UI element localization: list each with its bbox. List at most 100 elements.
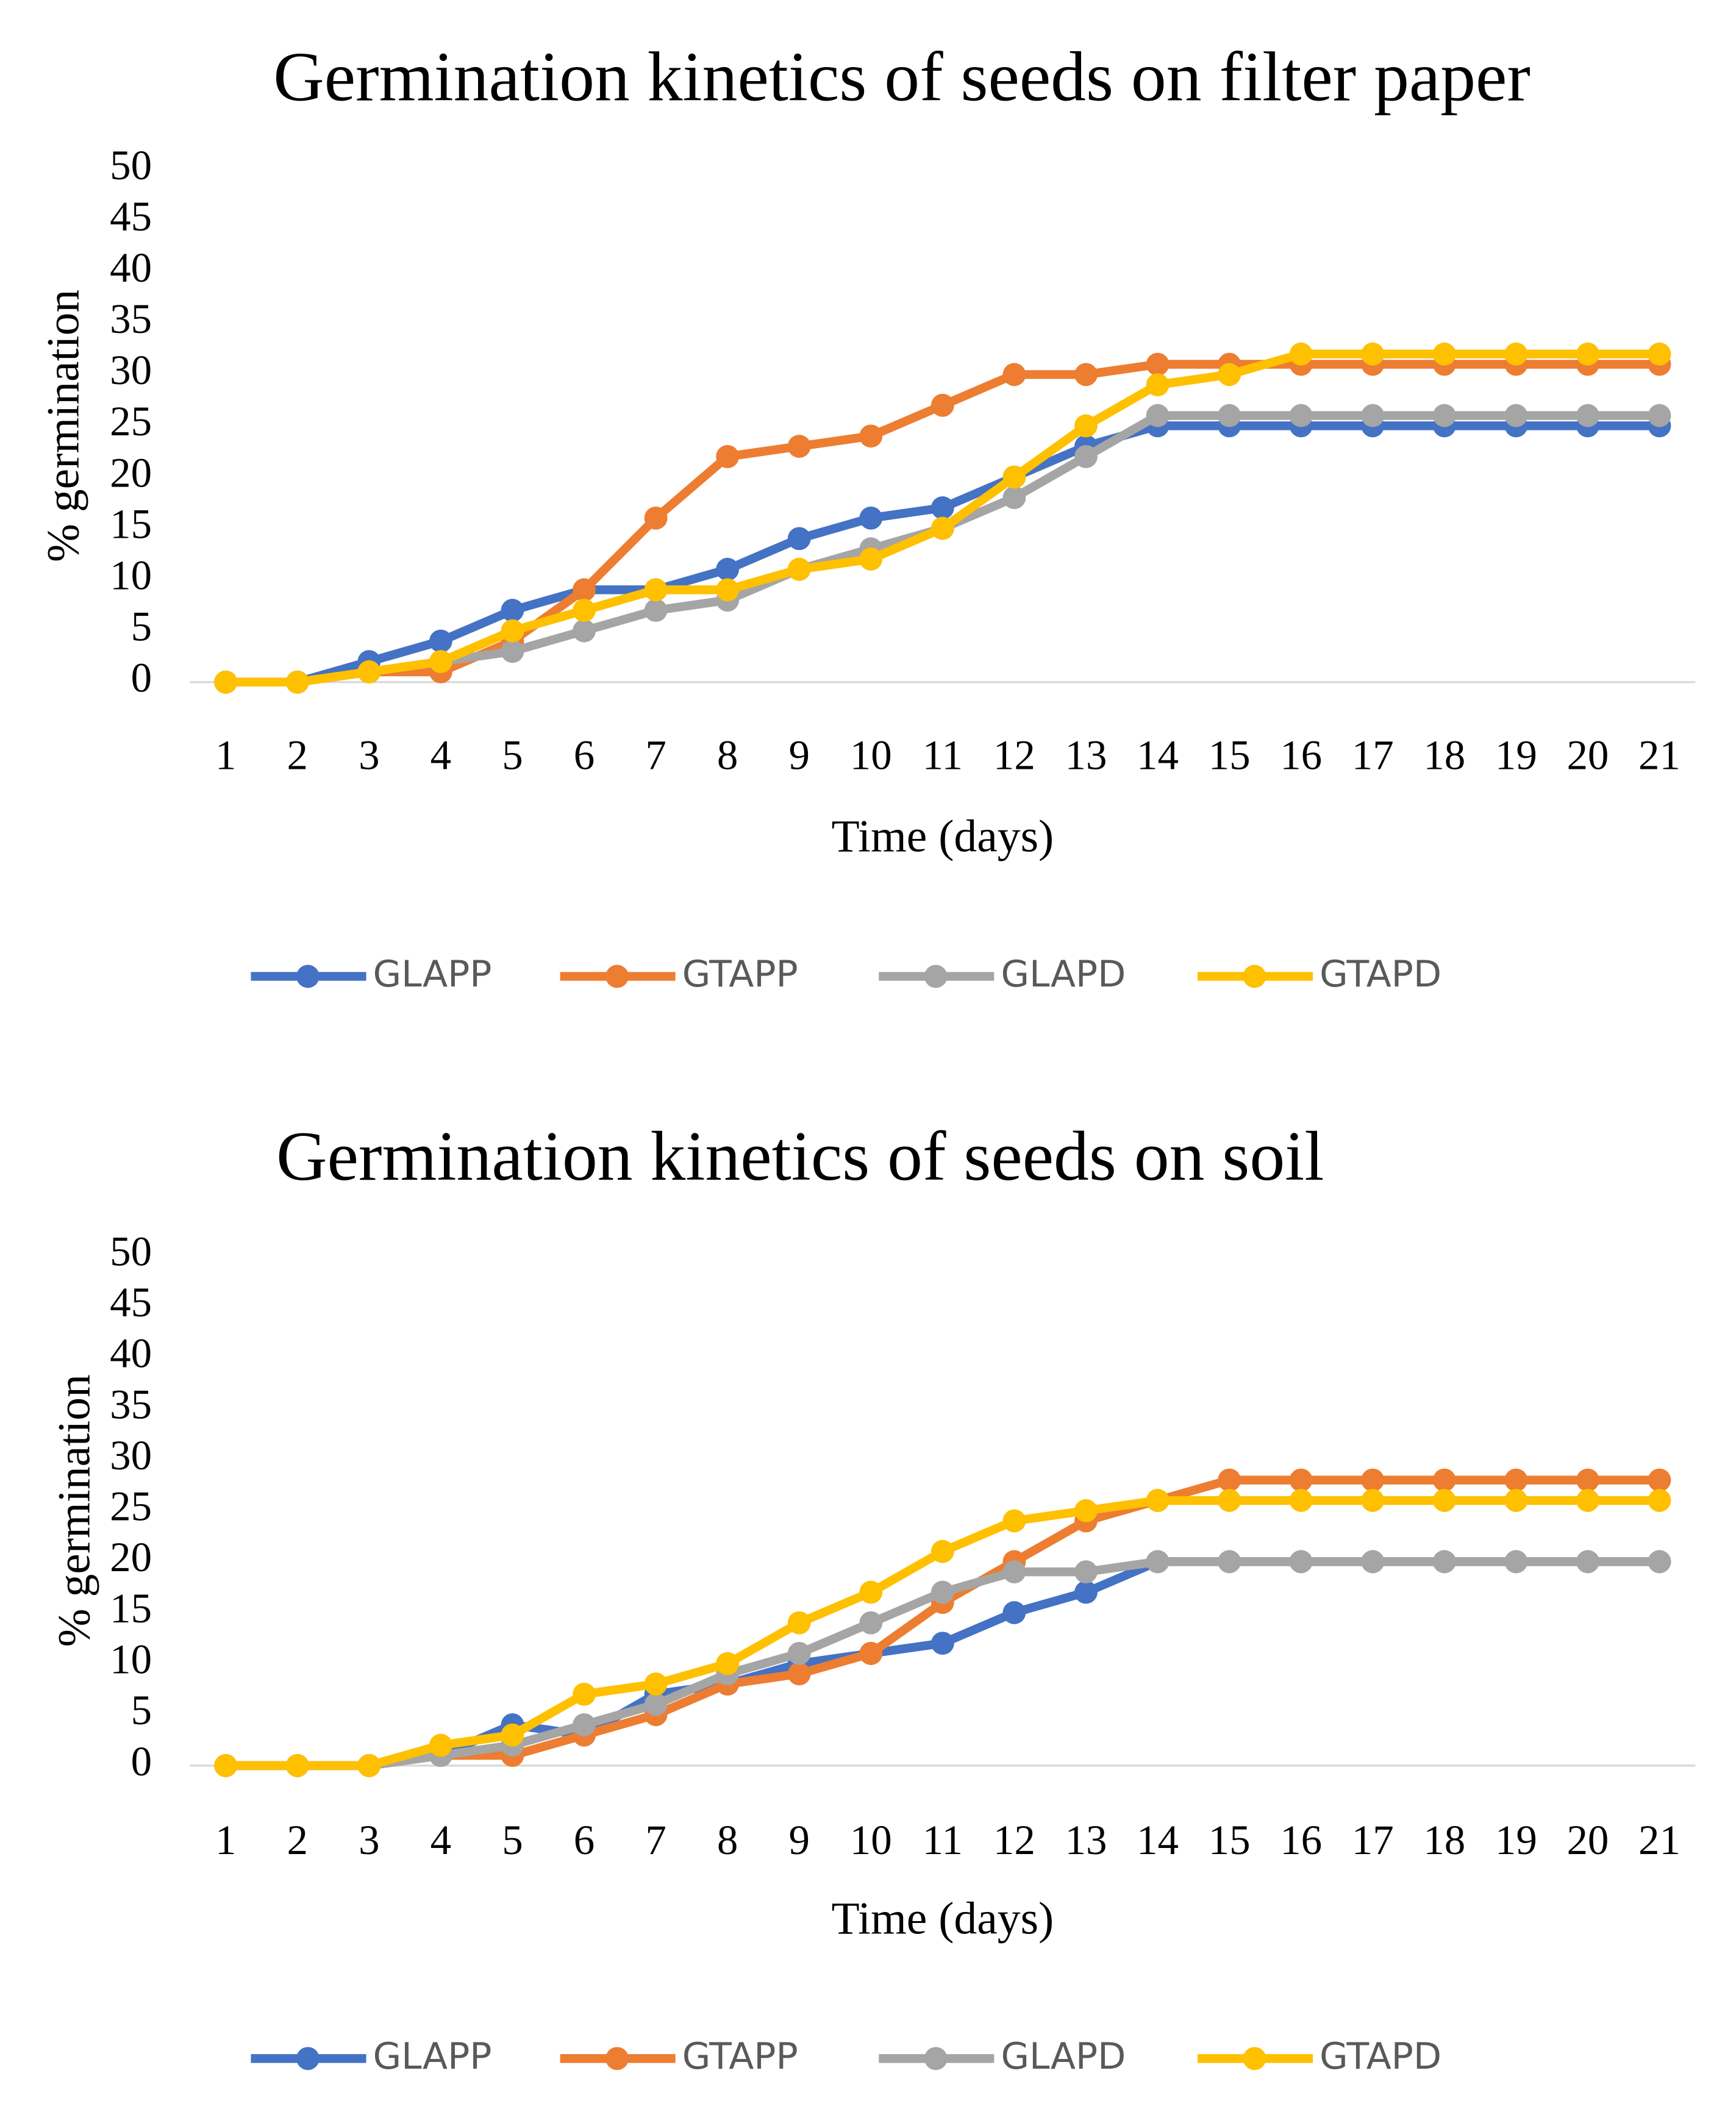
data-point: [1002, 1560, 1026, 1584]
data-point: [859, 506, 883, 530]
y-tick-label: 15: [110, 1585, 152, 1632]
data-point: [573, 599, 596, 622]
data-point: [1576, 342, 1599, 366]
data-point: [1289, 404, 1313, 427]
data-point: [787, 1611, 811, 1635]
data-point: [716, 444, 740, 468]
x-tick-label: 11: [923, 732, 963, 778]
data-point: [859, 424, 883, 448]
data-point: [644, 1692, 668, 1716]
data-point: [644, 506, 668, 530]
data-point: [1289, 342, 1313, 366]
data-point: [214, 670, 238, 694]
data-point: [1504, 342, 1528, 366]
data-point: [214, 1754, 238, 1777]
data-point: [501, 1723, 524, 1747]
data-point: [1146, 373, 1170, 397]
data-point: [644, 1672, 668, 1696]
y-tick-label: 20: [110, 1534, 152, 1580]
data-point: [1576, 1489, 1599, 1512]
data-point: [1002, 1601, 1026, 1624]
x-tick-label: 17: [1352, 1817, 1394, 1863]
data-point: [931, 1580, 954, 1604]
y-tick-label: 20: [110, 449, 152, 496]
legend-label: GTAPP: [682, 953, 798, 996]
y-tick-label: 30: [110, 1432, 152, 1478]
legend-marker: [924, 965, 948, 988]
data-point: [1432, 404, 1456, 427]
x-tick-label: 1: [215, 1817, 236, 1863]
x-tick-label: 20: [1566, 1817, 1609, 1863]
data-point: [1504, 1489, 1528, 1512]
x-tick-label: 20: [1566, 732, 1609, 778]
data-point: [1648, 1550, 1671, 1574]
x-tick-label: 8: [717, 732, 738, 778]
data-point: [1504, 1550, 1528, 1574]
data-point: [787, 1662, 811, 1686]
x-tick-label: 18: [1423, 1817, 1465, 1863]
data-point: [787, 557, 811, 581]
data-point: [1432, 1489, 1456, 1512]
data-point: [1648, 1468, 1671, 1492]
data-point: [931, 393, 954, 417]
data-point: [787, 1642, 811, 1665]
data-point: [931, 1632, 954, 1655]
data-point: [931, 516, 954, 540]
x-tick-label: 16: [1280, 1817, 1322, 1863]
data-point: [1074, 444, 1098, 468]
data-point: [573, 1682, 596, 1706]
x-tick-label: 4: [430, 732, 451, 778]
legend-item: GLAPD: [879, 953, 1126, 996]
x-tick-label: 11: [923, 1817, 963, 1863]
chart-soil: Germination kinetics of seeds on soil 0 5 1…: [49, 1118, 1696, 2078]
data-point: [1289, 1489, 1313, 1512]
legend-item: GLAPP: [251, 2035, 492, 2078]
y-tick-label: 5: [131, 1687, 152, 1733]
data-point: [1146, 352, 1170, 376]
data-point: [1432, 342, 1456, 366]
data-point: [931, 1539, 954, 1563]
data-point: [1361, 1489, 1385, 1512]
y-axis-label: % germination: [49, 1374, 99, 1647]
data-point: [1432, 1550, 1456, 1574]
x-tick-label: 6: [574, 1817, 595, 1863]
series-gtapd: [214, 342, 1671, 694]
legend-item: GTAPP: [560, 953, 798, 996]
data-point: [1146, 1489, 1170, 1512]
data-point: [1289, 1468, 1313, 1492]
x-tick-label: 17: [1352, 732, 1394, 778]
data-point: [501, 619, 524, 643]
y-tick-label: 0: [131, 655, 152, 701]
data-point: [1002, 465, 1026, 489]
legend-marker: [605, 2047, 629, 2070]
data-point: [1648, 342, 1671, 366]
data-point: [1504, 404, 1528, 427]
x-tick-label: 1: [215, 732, 236, 778]
data-point: [1361, 404, 1385, 427]
data-point: [859, 1580, 883, 1604]
legend-label: GLAPD: [1001, 2035, 1126, 2078]
data-point: [1648, 1489, 1671, 1512]
y-tick-label: 5: [131, 604, 152, 650]
data-point: [285, 1754, 309, 1777]
x-axis-label: Time (days): [831, 811, 1054, 861]
legend-label: GLAPP: [373, 953, 492, 996]
x-tick-label: 2: [287, 1817, 308, 1863]
legend-item: GLAPD: [879, 2035, 1126, 2078]
data-point: [1576, 1550, 1599, 1574]
series-glapp: [214, 414, 1671, 694]
x-tick-label: 2: [287, 732, 308, 778]
data-point: [931, 496, 954, 519]
y-tick-label: 50: [110, 1228, 152, 1274]
y-tick-label: 40: [110, 244, 152, 291]
chart-filter-paper: Germination kinetics of seeds on filter …: [38, 38, 1696, 996]
data-point: [501, 640, 524, 663]
y-tick-label: 25: [110, 398, 152, 444]
data-point: [1361, 1550, 1385, 1574]
data-point: [429, 1733, 452, 1757]
chart-title: Germination kinetics of seeds on soil: [276, 1118, 1324, 1196]
data-point: [285, 670, 309, 694]
legend-marker: [1243, 2047, 1266, 2070]
x-tick-label: 19: [1495, 732, 1537, 778]
